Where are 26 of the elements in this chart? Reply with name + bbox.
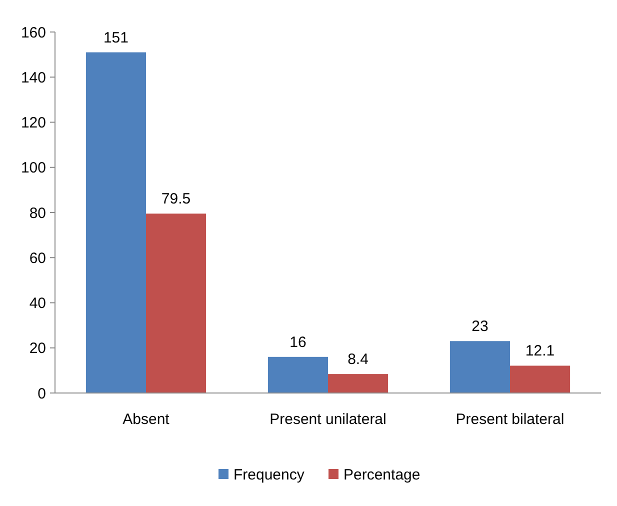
y-tick-label: 80 (29, 204, 46, 222)
y-tick-label: 140 (20, 69, 46, 86)
x-tick-label: Present unilateral (270, 411, 386, 428)
bar (450, 341, 510, 393)
data-label: 23 (472, 318, 488, 336)
x-tick-label: Present bilateral (456, 411, 564, 428)
bar (510, 366, 570, 393)
y-tick-label: 160 (20, 24, 46, 42)
y-tick-label: 0 (38, 385, 46, 402)
legend-label: Frequency (234, 466, 305, 484)
data-label: 79.5 (161, 190, 191, 208)
data-label: 8.4 (348, 351, 368, 368)
y-tick-label: 100 (20, 160, 46, 177)
x-tick-label: Absent (122, 411, 170, 428)
legend-label: Percentage (344, 466, 420, 484)
data-label: 151 (103, 29, 128, 46)
bar (268, 356, 328, 393)
y-tick-label: 120 (20, 114, 46, 132)
bar (86, 52, 146, 393)
y-tick-label: 40 (29, 295, 46, 312)
data-label: 12.1 (525, 342, 555, 360)
data-label: 16 (290, 334, 306, 351)
y-tick-label: 60 (29, 250, 46, 267)
bar (146, 214, 206, 393)
bar (328, 374, 388, 393)
y-tick-label: 20 (29, 340, 46, 358)
